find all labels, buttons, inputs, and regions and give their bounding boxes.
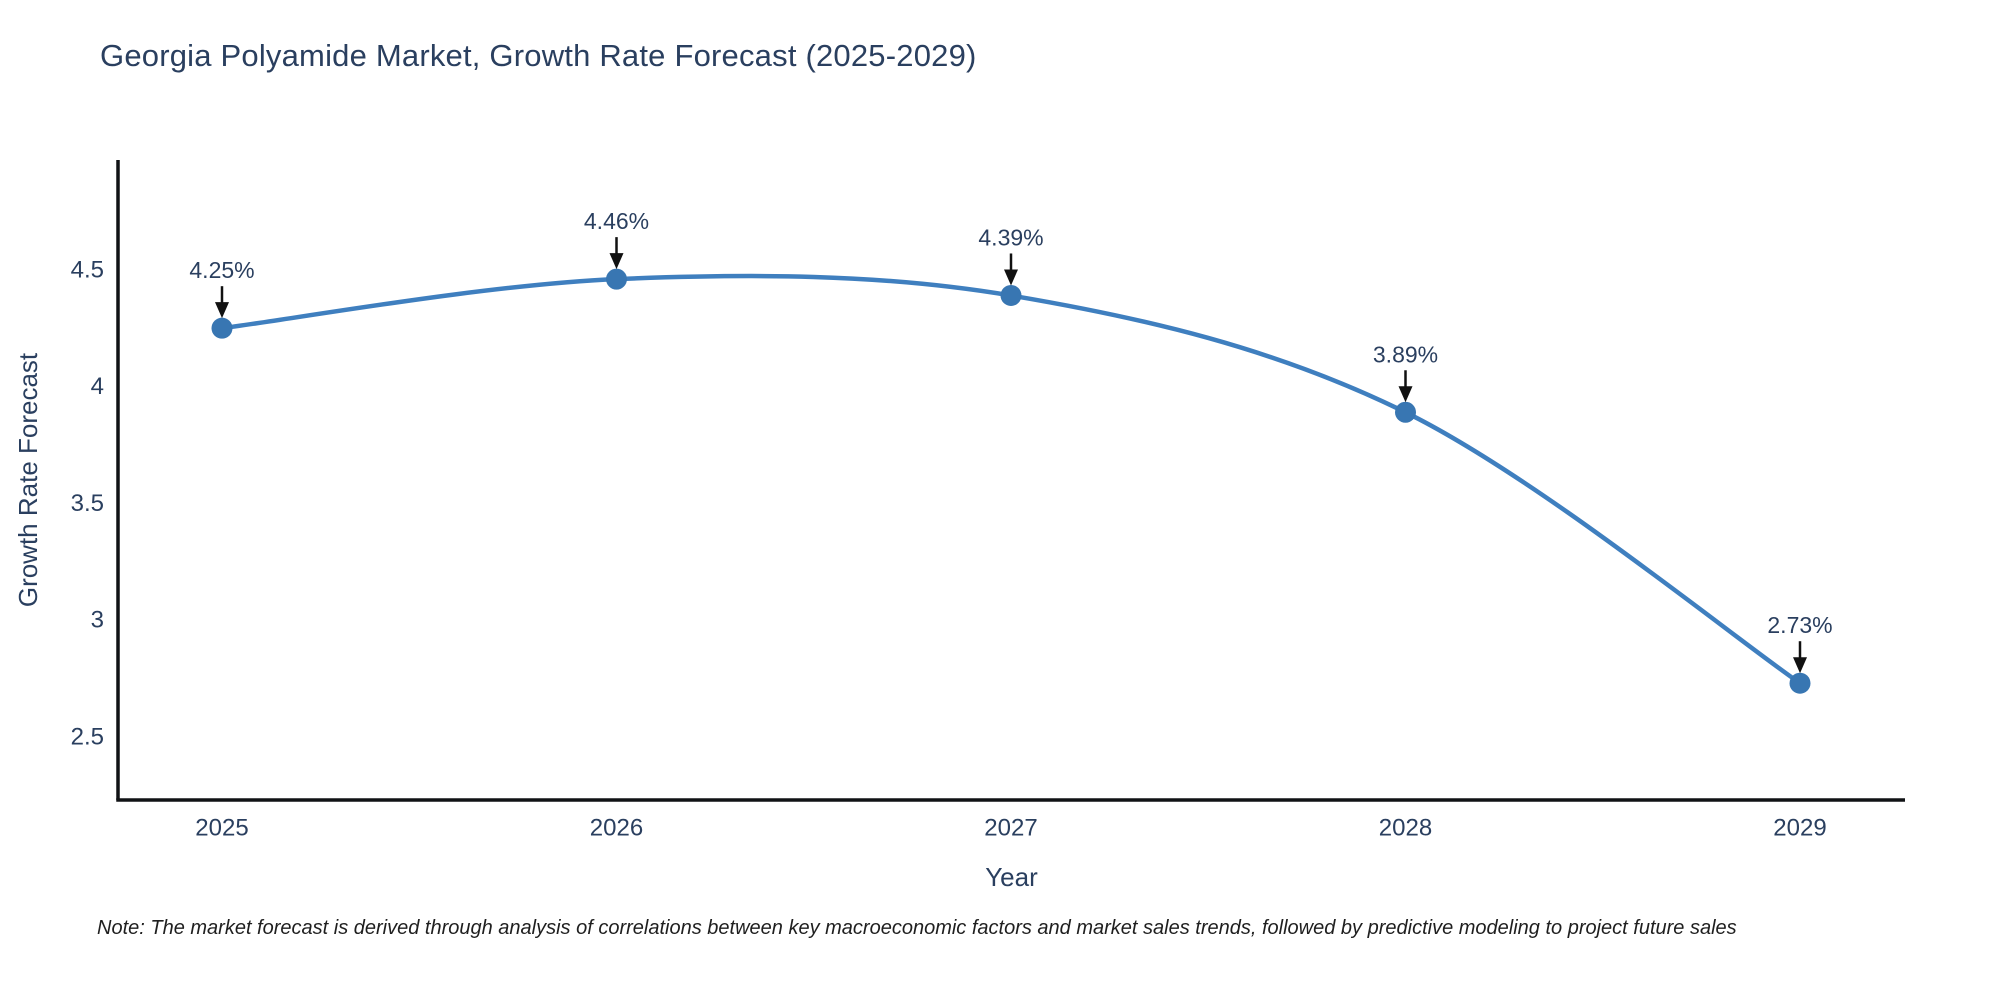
footnote-container: Note: The market forecast is derived thr…	[97, 917, 2000, 951]
annotation-label: 4.25%	[189, 257, 254, 283]
annotation-arrowhead	[1004, 269, 1018, 286]
y-axis-title: Growth Rate Forecast	[13, 352, 43, 607]
chart-title: Georgia Polyamide Market, Growth Rate Fo…	[100, 38, 977, 73]
x-tick-label: 2028	[1379, 815, 1432, 842]
data-point-marker	[211, 317, 233, 339]
x-axis-title: Year	[985, 862, 1038, 892]
data-point-marker	[1000, 284, 1022, 306]
annotation-label: 4.46%	[584, 208, 649, 234]
data-point-marker	[1395, 401, 1416, 423]
annotation-label: 2.73%	[1767, 612, 1832, 638]
y-tick-label: 3.5	[71, 490, 104, 517]
x-tick-label: 2027	[984, 815, 1037, 842]
annotation-label: 4.39%	[978, 224, 1043, 250]
y-tick-label: 3	[91, 607, 104, 634]
y-tick-label: 2.5	[71, 723, 104, 750]
data-point-marker	[606, 268, 627, 290]
annotation-arrowhead	[215, 302, 229, 319]
forecast-line	[221, 273, 1802, 686]
y-tick-label: 4	[91, 373, 104, 400]
annotation-arrowhead	[1793, 657, 1807, 674]
x-tick-label: 2029	[1773, 815, 1826, 842]
annotation-arrowhead	[1398, 386, 1413, 403]
annotation-arrowhead	[609, 253, 624, 270]
note-text: Note: The market forecast is derived thr…	[97, 917, 1737, 939]
x-tick-label: 2026	[590, 815, 643, 842]
annotation-label: 3.89%	[1373, 341, 1438, 367]
x-tick-label: 2025	[195, 815, 248, 842]
data-point-marker	[1789, 672, 1811, 694]
y-tick-label: 4.5	[71, 256, 104, 283]
